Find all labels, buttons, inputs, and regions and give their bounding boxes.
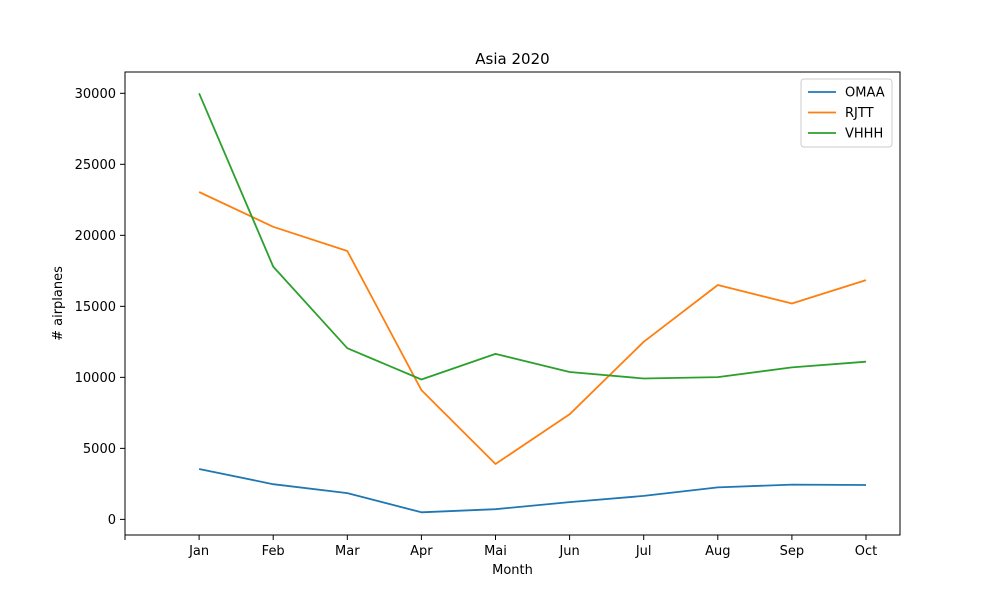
x-tick-label: Jun [558, 544, 579, 559]
x-tick-label: Mar [335, 544, 360, 559]
x-axis-label: Month [492, 563, 533, 578]
y-tick-label: 0 [108, 513, 116, 528]
y-tick-label: 20000 [75, 229, 116, 244]
x-tick-label: Apr [410, 544, 433, 559]
y-tick-label: 25000 [75, 158, 116, 173]
x-tick-label: Sep [780, 544, 805, 559]
series-line-omaa [198, 468, 867, 514]
series-line-vhhh [198, 92, 867, 381]
y-tick-label: 15000 [75, 300, 116, 315]
legend-label: RJTT [845, 106, 874, 121]
plot-frame [124, 71, 901, 536]
series-group [198, 92, 867, 514]
legend-box [800, 78, 893, 148]
legend: OMAA RJTT VHHH [800, 78, 893, 148]
legend-label: VHHH [845, 127, 883, 142]
y-axis: 0 5000 10000 15000 20000 25000 30000 [75, 87, 125, 528]
y-tick-label: 10000 [75, 371, 116, 386]
x-tick-label: Aug [705, 544, 730, 559]
y-tick-label: 5000 [83, 442, 116, 457]
x-tick-label: Jan [188, 544, 209, 559]
y-axis-label: # airplanes [51, 266, 66, 341]
x-tick-label: Mai [484, 544, 507, 559]
x-tick-label: Feb [262, 544, 285, 559]
plot-area [124, 71, 901, 536]
y-tick-label: 30000 [75, 87, 116, 102]
x-axis: Jan Feb Mar Apr Mai Jun Jul Aug Sep Oct [124, 535, 877, 559]
x-tick-label: Oct [855, 544, 877, 559]
x-tick-label: Jul [635, 544, 652, 559]
series-line-rjtt [198, 191, 867, 465]
legend-label: OMAA [845, 86, 885, 101]
chart-title: Asia 2020 [475, 50, 549, 68]
